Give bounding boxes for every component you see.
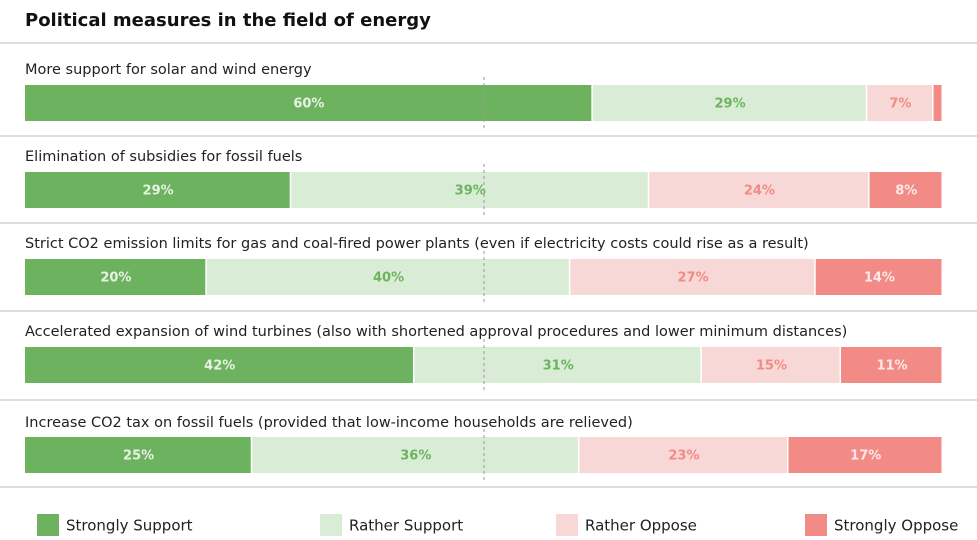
value-label: 31% [543,359,574,374]
bar-segment [867,85,933,121]
bar-segment [252,437,578,473]
legend-swatch [37,514,59,536]
legend-label: Rather Support [349,517,463,535]
bar-segment [25,259,206,295]
value-label: 27% [677,271,708,286]
legend-label: Strongly Support [66,517,193,535]
row-label: Increase CO2 tax on fossil fuels (provid… [25,415,633,431]
legend-label: Rather Oppose [585,517,697,535]
bar-segment [592,85,866,121]
bar-segment [25,172,290,208]
value-label: 15% [756,359,787,374]
legend-swatch [320,514,342,536]
row-label: Elimination of subsidies for fossil fuel… [25,149,302,165]
bar-segment [25,85,592,121]
bar-segment [291,172,648,208]
value-label: 29% [714,97,745,112]
bar-segment [414,347,701,383]
value-label: 42% [204,359,235,374]
value-label: 17% [850,449,881,464]
row-label: Strict CO2 emission limits for gas and c… [25,236,809,252]
bar-segment [570,259,815,295]
bar-segment [25,347,413,383]
value-label: 7% [889,97,911,112]
value-label: 23% [668,449,699,464]
value-label: 24% [744,184,775,199]
bar-segment [206,259,569,295]
legend-label: Strongly Oppose [834,517,958,535]
bar-segment [579,437,787,473]
chart-title: Political measures in the field of energ… [25,10,431,31]
bar-segment [815,259,942,295]
row-label: More support for solar and wind energy [25,62,312,78]
value-label: 29% [143,184,174,199]
value-label: 39% [455,184,486,199]
row-label: Accelerated expansion of wind turbines (… [25,324,847,340]
value-label: 8% [895,184,917,199]
value-label: 60% [293,97,324,112]
legend-swatch [556,514,578,536]
value-label: 36% [400,449,431,464]
bar-segment [701,347,840,383]
bar-segment [25,437,251,473]
value-label: 40% [373,271,404,286]
bar-segment [649,172,869,208]
bar-segment [788,437,942,473]
value-label: 14% [864,271,895,286]
legend-swatch [805,514,827,536]
value-label: 20% [100,271,131,286]
value-label: 25% [123,449,154,464]
value-label: 11% [876,359,907,374]
bar-segment [869,172,942,208]
bar-segment [841,347,942,383]
bar-segment [933,85,942,121]
